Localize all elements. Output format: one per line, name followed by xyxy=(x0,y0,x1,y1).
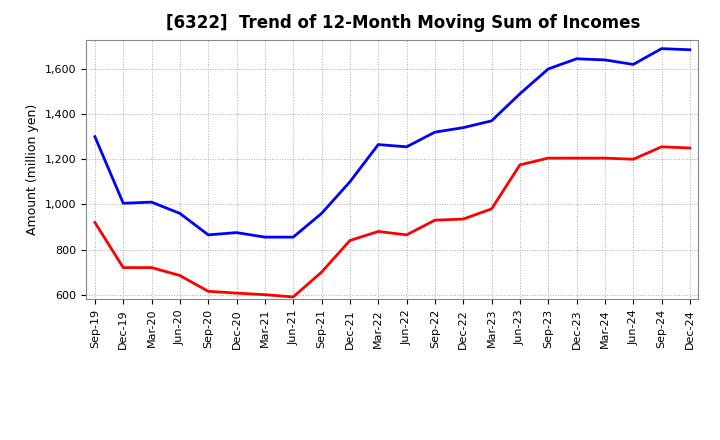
Text: [6322]  Trend of 12-Month Moving Sum of Incomes: [6322] Trend of 12-Month Moving Sum of I… xyxy=(166,15,640,33)
Net Income xyxy=(685,145,694,150)
Ordinary Income xyxy=(346,179,354,184)
Net Income xyxy=(91,220,99,225)
Ordinary Income xyxy=(119,201,127,206)
Net Income xyxy=(657,144,666,150)
Net Income xyxy=(176,273,184,278)
Ordinary Income xyxy=(629,62,637,67)
Ordinary Income xyxy=(516,91,524,96)
Net Income xyxy=(374,229,382,234)
Ordinary Income xyxy=(572,56,581,62)
Net Income xyxy=(119,265,127,270)
Ordinary Income xyxy=(91,134,99,139)
Ordinary Income xyxy=(261,235,269,240)
Net Income xyxy=(629,157,637,162)
Ordinary Income xyxy=(148,199,156,205)
Net Income xyxy=(516,162,524,168)
Net Income xyxy=(204,289,212,294)
Net Income xyxy=(261,292,269,297)
Ordinary Income xyxy=(318,211,326,216)
Ordinary Income xyxy=(374,142,382,147)
Net Income xyxy=(600,155,609,161)
Net Income xyxy=(148,265,156,270)
Ordinary Income xyxy=(402,144,411,150)
Ordinary Income xyxy=(657,46,666,51)
Ordinary Income xyxy=(600,57,609,62)
Net Income xyxy=(572,155,581,161)
Ordinary Income xyxy=(233,230,241,235)
Ordinary Income xyxy=(459,125,467,130)
Net Income xyxy=(487,206,496,212)
Net Income xyxy=(544,155,552,161)
Ordinary Income xyxy=(685,47,694,52)
Net Income xyxy=(318,269,326,275)
Ordinary Income xyxy=(544,66,552,72)
Net Income xyxy=(459,216,467,222)
Net Income xyxy=(402,232,411,238)
Y-axis label: Amount (million yen): Amount (million yen) xyxy=(27,104,40,235)
Line: Net Income: Net Income xyxy=(95,147,690,297)
Ordinary Income xyxy=(487,118,496,124)
Net Income xyxy=(233,290,241,296)
Net Income xyxy=(431,217,439,223)
Ordinary Income xyxy=(204,232,212,238)
Line: Ordinary Income: Ordinary Income xyxy=(95,49,690,237)
Ordinary Income xyxy=(431,129,439,135)
Ordinary Income xyxy=(176,211,184,216)
Net Income xyxy=(346,238,354,243)
Net Income xyxy=(289,294,297,300)
Ordinary Income xyxy=(289,235,297,240)
